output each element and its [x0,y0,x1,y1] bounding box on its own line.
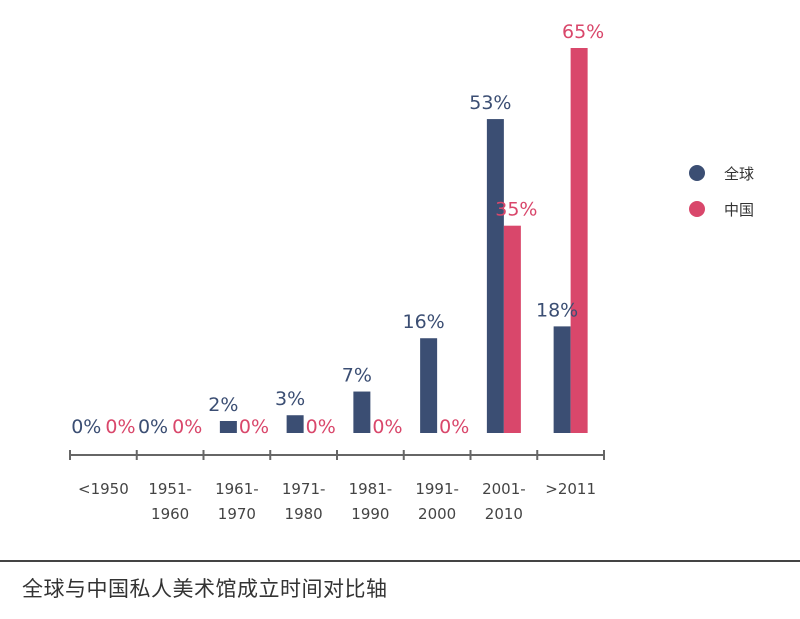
data-label-china: 0% [172,416,202,438]
data-label-china: 35% [495,199,537,221]
bar-china [503,225,521,433]
chart-caption: 全球与中国私人美术馆成立时间对比轴 [22,577,388,601]
data-label-global: 0% [71,416,101,438]
x-tick-label: 1971- [282,480,326,498]
bar-china [570,48,588,433]
caption-divider [0,560,800,562]
x-tick-label: 1981- [349,480,393,498]
legend-label-china: 中国 [724,201,754,219]
x-tick-label: 2010 [485,505,523,523]
x-tick-label: 2001- [482,480,526,498]
x-tick-label: 2000 [418,505,456,523]
x-tick-label: 1980 [285,505,323,523]
data-label-global: 18% [536,299,578,321]
x-tick-label: 1991- [415,480,459,498]
bar-global [353,391,371,433]
data-label-global: 7% [342,365,372,387]
data-label-china: 0% [239,416,269,438]
x-tick-label: 1961- [215,480,259,498]
data-label-global: 53% [469,92,511,114]
data-label-china: 0% [306,416,336,438]
x-tick-label: 1970 [218,505,256,523]
x-tick-label: 1951- [148,480,192,498]
data-label-global: 0% [138,416,168,438]
legend-label-global: 全球 [724,165,754,183]
data-label-global: 16% [403,311,445,333]
data-label-global: 2% [208,394,238,416]
data-label-china: 0% [439,416,469,438]
data-label-china: 65% [562,21,604,43]
bar-global [219,421,237,433]
x-tick-label: 1960 [151,505,189,523]
x-tick-label: >2011 [545,480,596,498]
data-label-china: 0% [372,416,402,438]
x-tick-label: <1950 [78,480,129,498]
legend-marker-china [689,201,705,217]
x-tick-label: 1990 [351,505,389,523]
bar-global [286,415,304,433]
bar-global [486,119,504,434]
legend-marker-global [689,165,705,181]
data-label-global: 3% [275,388,305,410]
bar-global [553,326,571,433]
bar-global [420,338,438,433]
data-label-china: 0% [105,416,135,438]
